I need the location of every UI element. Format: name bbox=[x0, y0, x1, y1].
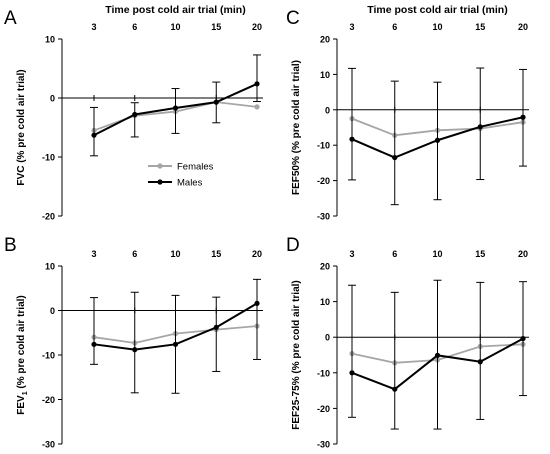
y-axis-title: FEF50% (% pre cold air trial) bbox=[291, 60, 302, 195]
x-tick-label: 6 bbox=[132, 22, 137, 32]
x-tick-label: 10 bbox=[170, 22, 180, 32]
males-point bbox=[213, 324, 219, 331]
x-axis-title: Time post cold air trial (min) bbox=[367, 4, 507, 16]
x-tick-label: 15 bbox=[211, 249, 221, 259]
males-point bbox=[91, 132, 97, 138]
x-tick-label: 10 bbox=[432, 22, 442, 32]
x-tick-label: 20 bbox=[252, 22, 262, 32]
y-tick-label: 10 bbox=[320, 297, 330, 307]
y-tick-label: -20 bbox=[317, 176, 330, 186]
y-tick-label: 10 bbox=[45, 35, 55, 45]
panel-letter: A bbox=[4, 8, 17, 29]
x-tick-label: 6 bbox=[392, 249, 397, 259]
panel-d: D 20 10 0 -10 -20 -30 3 6 10 15 20 FEF25-75% (% pre … bbox=[286, 235, 529, 450]
y-tick-label: -20 bbox=[42, 395, 55, 405]
y-tick-label: -30 bbox=[317, 212, 330, 222]
y-tick-label: -10 bbox=[42, 153, 55, 163]
males-point bbox=[172, 341, 179, 347]
y-axis-title: FVC (% pre cold air trial) bbox=[16, 69, 27, 185]
males-point bbox=[349, 136, 355, 142]
males-point bbox=[520, 114, 526, 120]
y-tick-label: 0 bbox=[50, 306, 55, 316]
males-point bbox=[392, 154, 398, 161]
x-tick-label: 3 bbox=[91, 22, 96, 32]
x-tick-label: 6 bbox=[132, 249, 137, 259]
males-point bbox=[213, 99, 219, 105]
y-tick-label: -30 bbox=[317, 440, 330, 450]
y-tick-label: 0 bbox=[50, 94, 55, 104]
x-tick-label: 20 bbox=[518, 249, 528, 259]
y-tick-label: -10 bbox=[317, 368, 330, 378]
y-tick-label: -10 bbox=[42, 351, 55, 361]
males-point bbox=[434, 352, 441, 358]
males-point bbox=[477, 359, 483, 365]
x-tick-label: 3 bbox=[91, 249, 96, 259]
x-tick-label: 20 bbox=[518, 22, 528, 32]
panel-b: B 10 0 -10 -20 -30 3 6 10 15 20 FEV1 (% pre cold ai… bbox=[4, 235, 263, 450]
x-tick-label: 6 bbox=[392, 22, 397, 32]
males-point bbox=[132, 111, 138, 118]
y-tick-label: -20 bbox=[42, 212, 55, 222]
y-tick-label: 20 bbox=[320, 35, 330, 45]
males-point bbox=[392, 386, 398, 392]
y-tick-label: -30 bbox=[42, 440, 55, 450]
panel-letter: B bbox=[4, 235, 17, 256]
males-point bbox=[172, 105, 179, 111]
females-point bbox=[254, 104, 260, 110]
x-tick-label: 10 bbox=[170, 249, 180, 259]
males-point bbox=[254, 300, 260, 306]
panel-c: C Time post cold air trial (min) 20 10 0 -10 -… bbox=[286, 4, 529, 222]
males-point bbox=[477, 124, 483, 130]
y-tick-label: -10 bbox=[317, 141, 330, 151]
panel-letter: D bbox=[286, 235, 300, 256]
y-tick-label: 0 bbox=[325, 333, 330, 343]
x-tick-label: 3 bbox=[349, 249, 354, 259]
males-point bbox=[434, 137, 441, 143]
legend-label: Males bbox=[177, 178, 203, 189]
x-tick-label: 3 bbox=[349, 22, 354, 32]
y-axis-title-rest: (% pre cold air trial) bbox=[16, 295, 27, 391]
y-axis-title-subscript: 1 bbox=[22, 391, 29, 395]
x-tick-label: 15 bbox=[211, 22, 221, 32]
y-tick-label: 10 bbox=[45, 262, 55, 272]
y-axis-title-main: FEV bbox=[16, 395, 27, 415]
legend-swatch-marker bbox=[157, 179, 163, 185]
x-tick-label: 15 bbox=[475, 22, 485, 32]
males-point bbox=[91, 341, 97, 347]
males-point bbox=[132, 347, 138, 353]
y-tick-label: -20 bbox=[317, 404, 330, 414]
males-point bbox=[254, 81, 260, 87]
y-axis-title: FEF25-75% (% pre cold air trial) bbox=[291, 280, 302, 430]
y-tick-label: 10 bbox=[320, 70, 330, 80]
x-tick-label: 15 bbox=[475, 249, 485, 259]
legend-swatch-marker bbox=[157, 163, 163, 169]
males-point bbox=[520, 336, 526, 342]
y-tick-label: 0 bbox=[325, 105, 330, 115]
x-tick-label: 20 bbox=[252, 249, 262, 259]
legend-label: Females bbox=[177, 162, 214, 173]
x-axis-title: Time post cold air trial (min) bbox=[105, 4, 245, 16]
panel-a: A Time post cold air trial (min) 10 0 -10 -20… bbox=[4, 4, 263, 222]
y-tick-label: 20 bbox=[320, 262, 330, 272]
panel-letter: C bbox=[286, 8, 300, 29]
males-point bbox=[349, 370, 355, 376]
x-tick-label: 10 bbox=[432, 249, 442, 259]
y-axis-title: FEV1 (% pre cold air trial) bbox=[16, 295, 29, 415]
